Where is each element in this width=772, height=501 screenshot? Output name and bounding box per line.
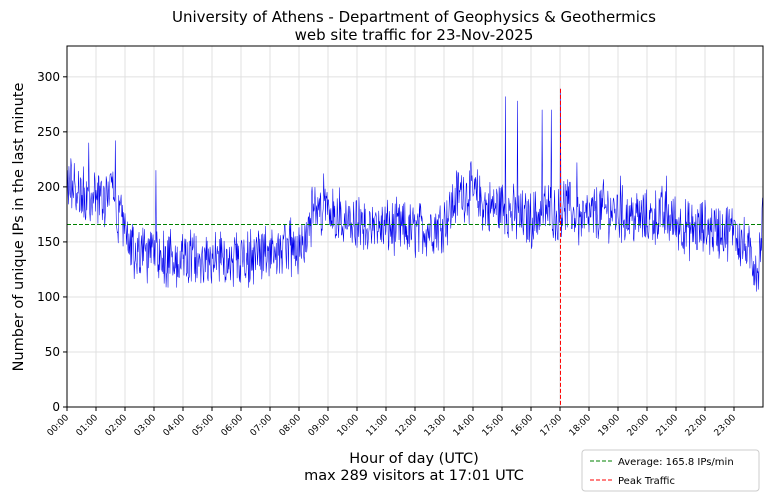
x-axis-sublabel: max 289 visitors at 17:01 UTC — [304, 468, 524, 484]
x-tick-label: 23:00 — [713, 413, 739, 439]
reference-lines — [67, 88, 763, 407]
legend-box — [581, 449, 760, 492]
x-tick-label: 06:00 — [220, 413, 246, 439]
x-tick-label: 04:00 — [162, 413, 188, 439]
x-tick-label: 13:00 — [423, 413, 449, 439]
x-tick-label: 02:00 — [104, 413, 130, 439]
x-tick-label: 22:00 — [684, 413, 710, 439]
x-tick-label: 15:00 — [481, 413, 507, 439]
x-tick-label: 17:00 — [539, 413, 565, 439]
y-tick-label: 50 — [45, 345, 60, 359]
legend: Average: 165.8 IPs/min Peak Traffic — [581, 449, 760, 492]
x-tick-label: 20:00 — [626, 413, 652, 439]
y-tick-label: 150 — [37, 235, 60, 249]
x-tick-label: 07:00 — [249, 413, 275, 439]
x-tick-label: 12:00 — [394, 413, 420, 439]
y-tick-label: 100 — [37, 290, 60, 304]
x-tick-label: 10:00 — [336, 413, 362, 439]
x-tick-label: 18:00 — [568, 413, 594, 439]
legend-peak-label: Peak Traffic — [618, 476, 675, 487]
x-tick-label: 21:00 — [655, 413, 681, 439]
x-tick-label: 03:00 — [133, 413, 159, 439]
legend-average-label: Average: 165.8 IPs/min — [618, 457, 734, 468]
y-tick-label: 300 — [37, 70, 60, 84]
x-tick-label: 19:00 — [597, 413, 623, 439]
x-tick-label: 16:00 — [510, 413, 536, 439]
y-axis-label: Number of unique IPs in the last minute — [11, 83, 27, 372]
chart-subtitle: web site traffic for 23-Nov-2025 — [295, 26, 534, 44]
x-tick-label: 05:00 — [191, 413, 217, 439]
x-axis: 00:00 01:00 02:00 03:00 04:00 05:00 06:00 07:00… — [46, 407, 739, 439]
series-layer — [66, 88, 764, 292]
x-tick-label: 11:00 — [365, 413, 391, 439]
y-tick-label: 200 — [37, 180, 60, 194]
chart-title: University of Athens - Department of Geo… — [172, 8, 656, 26]
x-tick-label: 14:00 — [452, 413, 478, 439]
x-tick-label: 00:00 — [46, 413, 72, 439]
y-axis: 0 50 100 150 200 250 300 — [37, 70, 67, 414]
x-tick-label: 01:00 — [75, 413, 101, 439]
x-axis-label: Hour of day (UTC) — [349, 451, 478, 467]
x-tick-label: 09:00 — [307, 413, 333, 439]
y-tick-label: 250 — [37, 125, 60, 139]
traffic-line — [66, 88, 764, 292]
y-tick-label: 0 — [52, 400, 60, 414]
x-tick-label: 08:00 — [278, 413, 304, 439]
